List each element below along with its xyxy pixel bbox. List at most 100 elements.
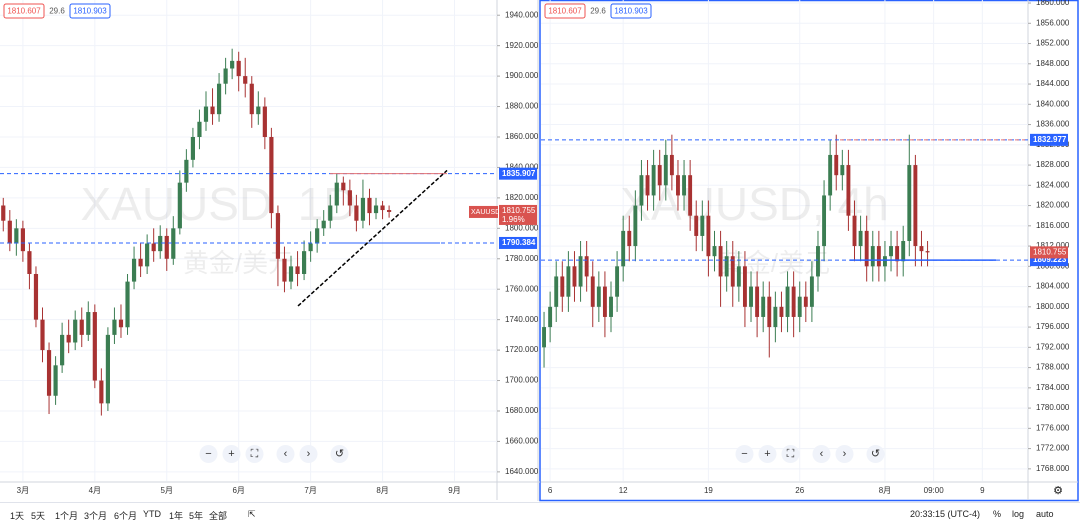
candle-body: [901, 241, 906, 262]
candle-body: [694, 215, 699, 236]
symbol-tag: [469, 205, 498, 218]
candle-body: [46, 350, 52, 396]
zoom-button[interactable]: [199, 445, 218, 463]
candle-body: [223, 68, 228, 84]
price-label: 1809.223: [1033, 255, 1067, 264]
candle-body: [40, 319, 45, 351]
candle-body: [596, 286, 601, 307]
scale-option[interactable]: log: [1012, 509, 1025, 519]
price-label: 1832.977: [1033, 135, 1067, 144]
symbol-tag-label: XAUUSD: [471, 209, 500, 216]
candle-body: [92, 312, 97, 381]
candle-body: [360, 197, 366, 221]
zoom-button[interactable]: [812, 445, 831, 463]
candle-body: [609, 296, 613, 317]
candle-body: [197, 121, 202, 137]
zoom-icon: −: [205, 448, 211, 460]
watermark: XAUUSD, 4h: [620, 178, 888, 230]
candle-body: [852, 215, 857, 247]
range-button[interactable]: 6个月: [114, 511, 138, 521]
x-tick-label: 09:00: [924, 486, 945, 495]
range-button[interactable]: 1年: [169, 511, 184, 521]
range-button[interactable]: 5年: [189, 511, 204, 521]
y-tick-label: 1836.000: [1036, 120, 1070, 129]
candle-body: [584, 256, 589, 277]
zoom-button[interactable]: [758, 445, 777, 463]
candle-body: [615, 266, 620, 297]
zoom-icon: ↺: [335, 448, 344, 460]
candle-body: [858, 230, 863, 247]
range-button[interactable]: YTD: [143, 509, 161, 519]
candle-body: [566, 266, 571, 297]
zoom-button[interactable]: [781, 445, 800, 463]
trend-line: [297, 169, 448, 307]
x-tick-label: 9月: [448, 486, 460, 495]
candle-body: [889, 246, 893, 257]
y-tick-label: 1860.000: [505, 132, 539, 141]
candle-body: [177, 182, 182, 229]
y-tick-label: 1740.000: [505, 315, 539, 324]
candle-body: [724, 256, 729, 277]
y-tick-label: 1792.000: [1036, 342, 1070, 351]
scale-option[interactable]: auto: [1036, 509, 1054, 519]
range-button[interactable]: 全部: [209, 511, 228, 521]
zoom-button[interactable]: [735, 445, 754, 463]
candle-body: [602, 286, 607, 317]
candle-body: [334, 182, 339, 206]
range-button[interactable]: 1个月: [55, 511, 79, 521]
candle-body: [203, 106, 209, 122]
y-tick-label: 1640.000: [505, 467, 539, 476]
candle-body: [138, 258, 143, 267]
zoom-button[interactable]: [276, 445, 295, 463]
y-tick-label: 1700.000: [505, 376, 539, 385]
x-tick-label: 7月: [304, 486, 316, 495]
candle-body: [919, 246, 924, 252]
zoom-button[interactable]: [245, 445, 264, 463]
candle-body: [633, 205, 638, 247]
candle-body: [145, 243, 150, 267]
zoom-icon: ⛶: [251, 448, 259, 460]
candle-body: [864, 230, 869, 267]
watermark-sub: 黄金/美元: [183, 248, 294, 278]
zoom-button[interactable]: [330, 445, 349, 463]
x-tick-label: 5月: [161, 486, 173, 495]
candle-body: [256, 106, 261, 115]
candle-body: [925, 251, 930, 253]
candle-body: [834, 154, 839, 176]
price-tag-box: [1030, 246, 1068, 259]
zoom-button[interactable]: [222, 445, 241, 463]
candle-body: [895, 246, 900, 262]
range-button[interactable]: 5天: [31, 511, 46, 521]
candle-body: [572, 266, 577, 287]
y-tick-label: 1820.000: [1036, 201, 1070, 210]
price-tag-box: [499, 204, 537, 225]
zoom-button[interactable]: [835, 445, 854, 463]
candle-body: [797, 296, 802, 317]
candle-body: [876, 246, 881, 267]
candle-body: [236, 60, 241, 77]
x-tick-label: 8月: [879, 486, 891, 495]
zoom-button[interactable]: [299, 445, 318, 463]
candle-body: [295, 266, 300, 274]
candle-body: [785, 286, 790, 317]
candle-body: [560, 276, 565, 297]
price-tag-label: 1810.755: [1033, 247, 1067, 256]
range-button[interactable]: 3个月: [84, 511, 108, 521]
candle-body: [1, 205, 6, 221]
legend-value: 1810.903: [614, 7, 648, 16]
zoom-icon: ›: [307, 448, 311, 460]
zoom-button[interactable]: [866, 445, 885, 463]
y-tick-label: 1796.000: [1036, 322, 1070, 331]
goto-icon[interactable]: ⇱: [248, 509, 256, 519]
y-tick-label: 1852.000: [1036, 39, 1070, 48]
range-button[interactable]: 1天: [10, 511, 25, 521]
candle-body: [548, 306, 553, 328]
candle-body: [53, 365, 58, 396]
candle-body: [688, 175, 693, 216]
candle-body: [321, 220, 326, 229]
scale-option[interactable]: %: [993, 509, 1002, 519]
price-label-box: [1030, 133, 1068, 146]
y-tick-label: 1820.000: [505, 193, 539, 202]
candle-body: [269, 136, 274, 214]
candle-body: [171, 228, 176, 259]
